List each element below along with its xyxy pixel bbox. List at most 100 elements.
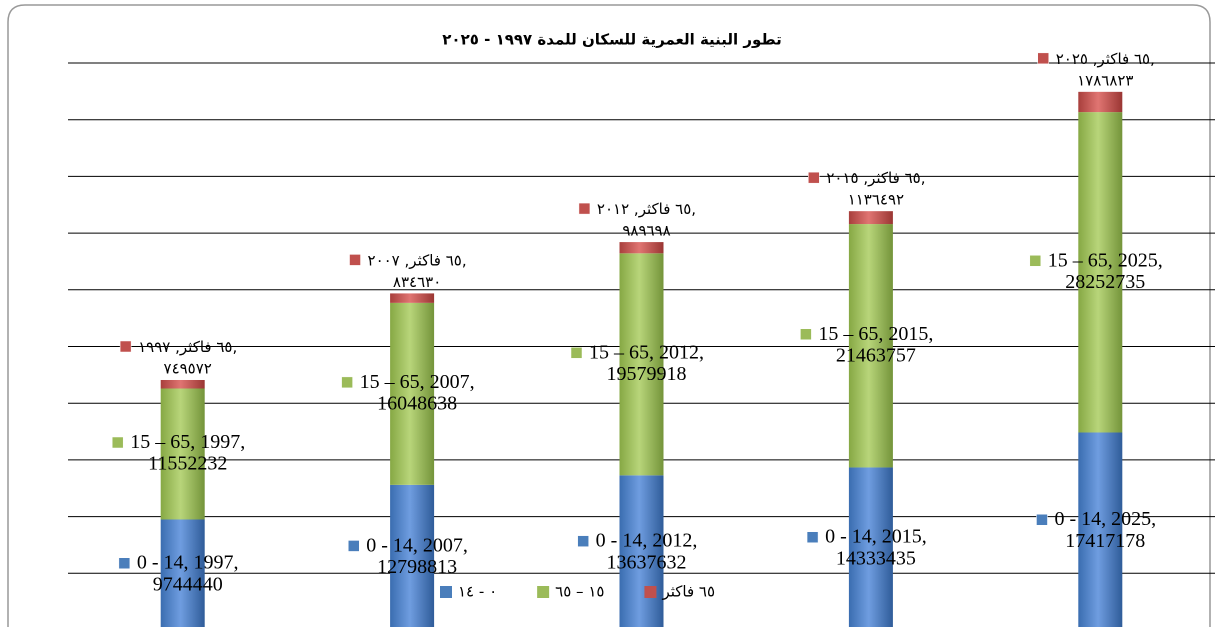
data-label-value: 21463757 <box>836 344 916 366</box>
label-sep: , <box>1101 508 1111 530</box>
label-marker <box>577 535 589 547</box>
data-label: 15 – 65, 2007, <box>360 370 475 392</box>
label-sep: , <box>234 551 239 573</box>
label-sep: , <box>184 551 194 573</box>
data-label-value: ٩٨٩٦٩٨ <box>622 222 670 240</box>
bar-segment <box>160 519 205 627</box>
label-sep: , <box>1158 249 1163 271</box>
data-label-value: 13637632 <box>607 551 687 573</box>
chart-frame <box>7 4 1211 627</box>
label-category: 2025 <box>1111 508 1151 530</box>
label-series: 15 – 65 <box>360 370 420 392</box>
label-marker <box>808 171 820 184</box>
label-sep: , <box>859 169 869 187</box>
label-marker <box>578 202 591 215</box>
label-series: ٦٥ فاكثر <box>179 337 233 355</box>
data-label-value: ١١٣٦٤٩٢ <box>848 191 904 209</box>
data-label-value: ٧٤٩٥٧٢ <box>164 359 212 377</box>
bar-segment <box>1078 432 1123 627</box>
bar-segment <box>1078 91 1123 113</box>
legend-marker <box>440 586 452 598</box>
label-category: 2012 <box>652 529 692 551</box>
label-sep: , <box>649 341 659 363</box>
label-category: 2015 <box>882 525 922 547</box>
label-marker <box>1036 513 1048 526</box>
bar-segment <box>160 379 205 389</box>
label-series: 0 - 14 <box>596 529 643 551</box>
label-marker <box>111 436 124 449</box>
data-label-value: 11552232 <box>148 453 227 475</box>
bar-segment <box>390 302 435 485</box>
label-category: 2025 <box>1118 249 1158 271</box>
data-label-value: 12798813 <box>377 556 457 578</box>
label-sep: , <box>232 337 237 355</box>
label-marker <box>341 376 353 389</box>
label-category: ٢٠١٥ <box>826 169 858 187</box>
label-series: 15 – 65 <box>589 341 649 363</box>
data-label: 0 - 14, 2012, <box>596 529 698 551</box>
label-marker <box>570 347 583 359</box>
data-label-value: 28252735 <box>1065 271 1145 293</box>
data-label: 0 - 14, 2015, <box>825 525 927 547</box>
label-sep: , <box>642 529 652 551</box>
bar-segment <box>848 224 893 468</box>
label-sep: , <box>872 525 882 547</box>
label-marker <box>119 340 132 353</box>
label-sep: , <box>692 529 697 551</box>
label-category: ٢٠٢٥ <box>1056 49 1088 67</box>
label-series: ٦٥ فاكثر <box>408 251 462 269</box>
data-label-value: ١٧٨٦٨٢٣ <box>1077 71 1133 89</box>
data-label: ٦٥ فاكثر, ٢٠٢٥, <box>1056 49 1155 67</box>
bar-segment <box>390 293 435 303</box>
data-label-value: 17417178 <box>1065 530 1145 552</box>
legend-marker <box>537 586 550 598</box>
label-sep: , <box>922 525 927 547</box>
data-label-value: 16048638 <box>377 392 457 414</box>
label-category: 1997 <box>200 431 240 453</box>
data-label: 15 – 65, 1997, <box>130 431 245 453</box>
label-sep: , <box>400 251 410 269</box>
bar-segment <box>848 211 893 225</box>
label-marker <box>349 254 361 266</box>
data-label: ٦٥ فاكثر, ٢٠١٢, <box>597 200 696 218</box>
chart-title: تطور البنية العمرية للسكان للمدة ١٩٩٧ - … <box>442 31 781 49</box>
bar-segment <box>619 242 664 254</box>
label-sep: , <box>413 534 423 556</box>
label-category: ٢٠٠٧ <box>368 251 400 269</box>
data-label: ٦٥ فاكثر, ٢٠٠٧, <box>368 251 467 269</box>
label-sep: , <box>170 337 180 355</box>
data-label: 15 – 65, 2015, <box>818 322 933 344</box>
bar-segment <box>619 475 664 627</box>
label-sep: , <box>878 322 888 344</box>
label-series: 0 - 14 <box>1054 508 1101 530</box>
label-category: 2007 <box>423 534 463 556</box>
label-category: ٢٠١٢ <box>597 200 629 218</box>
label-sep: , <box>1151 508 1156 530</box>
label-category: 2012 <box>659 341 699 363</box>
label-series: 0 - 14 <box>366 534 413 556</box>
legend-label: ٠ - ١٤ <box>458 583 497 601</box>
data-label: ٦٥ فاكثر, ٢٠١٥, <box>826 169 925 187</box>
legend-label: ١٥ – ٦٥ <box>555 583 604 601</box>
legend-label: ٦٥ فاكثر <box>661 583 715 601</box>
label-sep: , <box>1150 49 1155 67</box>
label-sep: , <box>629 200 639 218</box>
label-sep: , <box>691 200 696 218</box>
label-marker <box>118 557 131 569</box>
data-label-value: 14333435 <box>836 547 916 569</box>
data-label: 15 – 65, 2012, <box>589 341 704 363</box>
label-sep: , <box>240 431 245 453</box>
label-marker <box>800 328 812 341</box>
data-label: 15 – 65, 2025, <box>1048 249 1163 271</box>
bar-segment <box>848 467 893 627</box>
label-marker <box>348 540 360 552</box>
label-category: 2015 <box>888 322 928 344</box>
label-series: 15 – 65 <box>130 431 190 453</box>
label-sep: , <box>1088 49 1098 67</box>
data-label-value: 19579918 <box>607 363 687 385</box>
bar-segment <box>1078 112 1123 433</box>
data-label: ٦٥ فاكثر, ١٩٩٧, <box>138 337 237 355</box>
label-sep: , <box>921 169 926 187</box>
data-label: 0 - 14, 1997, <box>137 551 239 573</box>
